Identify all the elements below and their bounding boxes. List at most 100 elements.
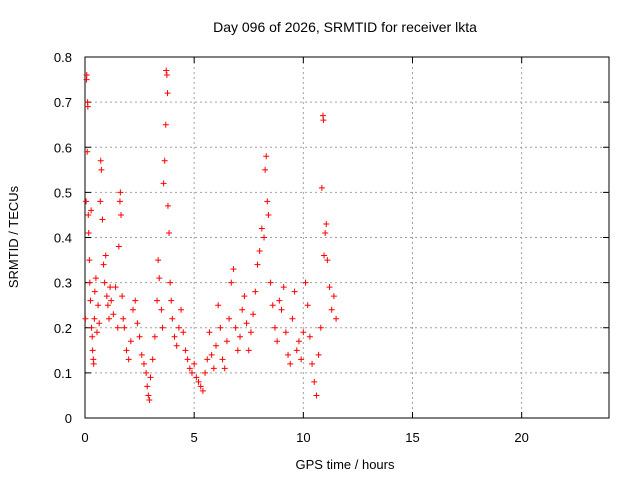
data-point [161,157,168,164]
x-tick-label: 5 [191,430,198,445]
data-point [140,360,147,367]
x-tick-label: 0 [81,430,88,445]
y-tick-label: 0.8 [54,50,72,65]
data-point [215,302,222,309]
data-point [291,288,298,295]
data-point [130,306,137,313]
y-tick-label: 0.7 [54,95,72,110]
data-point [271,324,278,331]
axis-ticks: 0 0.1 0.2 0.3 0.4 0.5 0.6 0.7 0.8 0 5 10 15 20 [54,50,609,445]
data-point [245,347,252,354]
data-point [151,333,158,340]
data-point [86,257,93,264]
data-point [91,288,98,295]
data-point [326,284,333,291]
grid-lines [85,57,609,418]
chart-title: Day 096 of 2026, SRMTID for receiver lkt… [213,19,477,35]
data-point [247,329,254,336]
y-tick-label: 0.1 [54,366,72,381]
data-point [171,333,178,340]
y-axis-label: SRMTID / TECUs [6,185,21,288]
data-point [213,342,219,349]
data-point [86,279,93,286]
data-point [112,284,119,291]
data-point [276,297,283,304]
data-point [83,72,90,79]
data-point [182,347,189,354]
data-point [138,351,145,358]
data-point [309,360,316,367]
data-point [149,356,156,363]
data-point [136,333,143,340]
data-point [315,351,322,358]
data-point [219,356,226,363]
data-point [168,297,175,304]
data-point [173,342,180,349]
data-point [169,315,176,322]
data-point [250,311,257,318]
data-point [234,347,241,354]
data-point [300,329,307,336]
data-point [85,211,92,218]
data-point [199,387,206,394]
data-point [321,252,328,259]
data-point [221,365,228,372]
data-point [97,157,104,164]
data-point [193,374,200,381]
data-point [162,121,169,128]
data-point [191,360,198,367]
data-point [241,293,248,300]
data-point [226,315,233,322]
data-point [206,329,213,336]
data-point [210,365,217,372]
data-point [85,229,92,236]
data-point [95,302,102,309]
data-point [311,378,318,385]
data-point [84,103,91,110]
data-point [330,293,337,300]
data-point [154,297,161,304]
data-point [232,324,239,331]
data-point [123,347,130,354]
data-points [82,67,340,403]
data-point [263,153,270,160]
data-point [318,184,325,191]
data-point [163,72,170,79]
data-point [88,207,95,214]
data-point [84,148,91,155]
data-point [156,275,163,282]
y-tick-label: 0.6 [54,140,72,155]
data-point [127,338,134,345]
data-point [91,315,98,322]
data-point [108,297,115,304]
data-point [107,284,114,291]
data-point [118,211,125,218]
data-point [90,360,97,367]
data-point [132,297,139,304]
data-point [313,392,320,399]
data-point [202,369,209,376]
data-point [306,333,313,340]
data-point [188,369,195,376]
data-point [115,243,122,250]
data-point [82,315,89,322]
data-point [228,279,235,286]
data-point [304,302,311,309]
data-point [121,324,128,331]
data-point [106,315,113,322]
data-point [89,333,96,340]
data-point [104,302,111,309]
x-tick-label: 20 [514,430,528,445]
data-point [96,320,103,327]
data-point [323,220,330,227]
data-point [146,396,153,403]
data-point [252,288,259,295]
data-point [280,284,287,291]
data-point [164,90,171,97]
data-point [98,166,105,173]
data-point [208,351,215,358]
data-point [159,324,166,331]
data-point [186,365,193,372]
data-point [230,266,237,273]
data-point [254,261,261,268]
